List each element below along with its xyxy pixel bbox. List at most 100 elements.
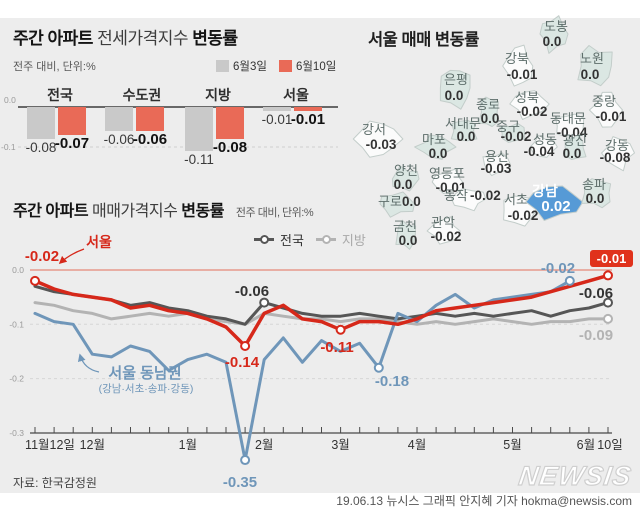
bar-category-label: 지방 xyxy=(205,87,231,103)
map-district-name: 성북 xyxy=(515,90,539,105)
source-note: 자료: 한국감정원 xyxy=(13,476,97,490)
map-district-shape xyxy=(426,216,461,245)
map-district-value: 0.0 xyxy=(429,146,448,161)
map-district-name: 강동 xyxy=(605,138,629,153)
data-point-marker xyxy=(603,270,613,281)
x-axis-label: 10일 xyxy=(597,438,622,452)
map-district-shape xyxy=(450,120,478,142)
series-callout-sublabel: (강남·서초·송파·강동) xyxy=(99,383,194,395)
newsis-logo: NEWSIS xyxy=(517,460,635,491)
map-district-shape xyxy=(439,69,471,110)
map-district-shape xyxy=(482,152,511,177)
bar-value-label: -0.08 xyxy=(26,140,57,155)
bar-ytick-label: 0.0 xyxy=(4,95,16,105)
map-district-name: 서대문 xyxy=(445,116,481,131)
map-district-shape xyxy=(525,185,584,221)
map-district-name: 강남 xyxy=(532,183,558,199)
map-district-shape xyxy=(395,219,417,250)
legend-label-jibang: 지방 xyxy=(341,233,366,248)
sale-chart-title: 주간 아파트 매매가격지수 변동률 전주 대비, 단위:% xyxy=(13,197,314,221)
map-district-value: -0.02 xyxy=(501,129,532,144)
bar-category-label: 전국 xyxy=(47,87,73,103)
data-annotation: -0.06 xyxy=(235,283,269,300)
map-district-value: 0.0 xyxy=(586,191,605,206)
bar xyxy=(263,107,291,111)
data-annotation: -0.35 xyxy=(223,474,257,491)
map-district-value: 0.0 xyxy=(481,111,500,126)
map-district-name: 은평 xyxy=(444,72,468,87)
series-callout-label: 서울 동남권 xyxy=(108,364,181,382)
title-part: 주간 아파트 xyxy=(13,29,93,48)
line-ytick-label: -0.1 xyxy=(9,319,24,329)
map-district-shape xyxy=(352,120,404,158)
map-district-value: 0.0 xyxy=(399,233,418,248)
map-district-value: 0.0 xyxy=(543,34,562,49)
map-district-value: -0.04 xyxy=(524,144,555,159)
title-part: 주간 아파트 xyxy=(13,203,89,220)
data-annotation: -0.11 xyxy=(320,339,353,356)
map-district-name: 마포 xyxy=(422,132,446,147)
map-district-shape xyxy=(577,45,613,87)
map-district-shape xyxy=(539,15,569,54)
map-district-shape xyxy=(391,165,420,192)
map-district-name: 성동 xyxy=(533,132,557,147)
data-annotation: -0.14 xyxy=(225,354,260,371)
bar-value-label: -0.01 xyxy=(291,111,325,128)
data-point-marker xyxy=(259,297,270,308)
legend-marker-jeonguk xyxy=(254,235,274,244)
legend-label-jun10: 6월10일 xyxy=(295,61,337,73)
x-axis-label: 12월 xyxy=(80,438,105,452)
sale-legend: 전국 지방 xyxy=(254,230,366,249)
map-district-value: -0.01 xyxy=(596,109,627,124)
map-district-shape xyxy=(451,188,487,212)
bar-ytick-label: -0.1 xyxy=(1,142,16,152)
series-callout-label: 서울 xyxy=(86,234,112,250)
map-district-value: 0.0 xyxy=(457,129,476,144)
title-part: 변동률 xyxy=(181,203,224,220)
map-district-name: 관악 xyxy=(431,215,455,230)
x-axis-label: 4월 xyxy=(408,438,426,452)
map-district-shape xyxy=(502,44,534,87)
line-ytick-label: -0.3 xyxy=(9,428,24,438)
map-district-name: 도봉 xyxy=(544,19,568,34)
bar-value-label: -0.01 xyxy=(262,112,293,127)
map-district-name: 송파 xyxy=(582,177,606,192)
map-district-name: 서초 xyxy=(504,192,528,207)
x-axis-label: 1월 xyxy=(179,438,197,452)
bar xyxy=(105,107,133,131)
map-district-shape xyxy=(431,168,465,194)
data-annotation: -0.06 xyxy=(579,285,613,302)
map-district-name: 양천 xyxy=(394,163,418,178)
jeonse-legend: 6월3일 6월10일 xyxy=(216,58,344,74)
map-title: 서울 매매 변동률 xyxy=(368,31,479,49)
map-district-name: 노원 xyxy=(580,51,604,66)
map-district-name: 용산 xyxy=(485,149,509,164)
map-district-shape xyxy=(601,136,635,172)
map-district-shape xyxy=(509,90,550,120)
map-district-name: 금천 xyxy=(393,219,417,234)
bar-category-label: 서울 xyxy=(283,87,309,103)
data-annotation: -0.02 xyxy=(25,248,59,265)
map-district-value: 0.0 xyxy=(402,194,421,209)
data-point-marker xyxy=(240,455,251,466)
map-district-name: 동대문 xyxy=(550,111,586,126)
line-ytick-label: 0.0 xyxy=(12,265,24,275)
bar-value-label: -0.08 xyxy=(213,139,247,156)
legend-marker-jibang xyxy=(315,235,336,244)
map-district-value: 0.02 xyxy=(541,198,570,215)
data-point-marker xyxy=(564,275,575,286)
bar xyxy=(136,107,164,131)
map-district-value: -0.03 xyxy=(481,161,512,176)
data-point-marker xyxy=(603,297,613,308)
highlight-badge-value: -0.01 xyxy=(597,251,627,266)
map-district-value: 0.0 xyxy=(445,88,464,103)
map-district-value: -0.02 xyxy=(517,104,548,119)
line-series-전국 xyxy=(33,284,610,326)
map-district-value: 0.0 xyxy=(581,67,600,82)
map-district-value: -0.08 xyxy=(600,150,631,165)
data-point-marker xyxy=(240,341,251,352)
line-ytick-label: -0.2 xyxy=(9,374,24,384)
x-axis-label: 2월 xyxy=(255,438,273,452)
map-district-shape xyxy=(564,134,587,160)
